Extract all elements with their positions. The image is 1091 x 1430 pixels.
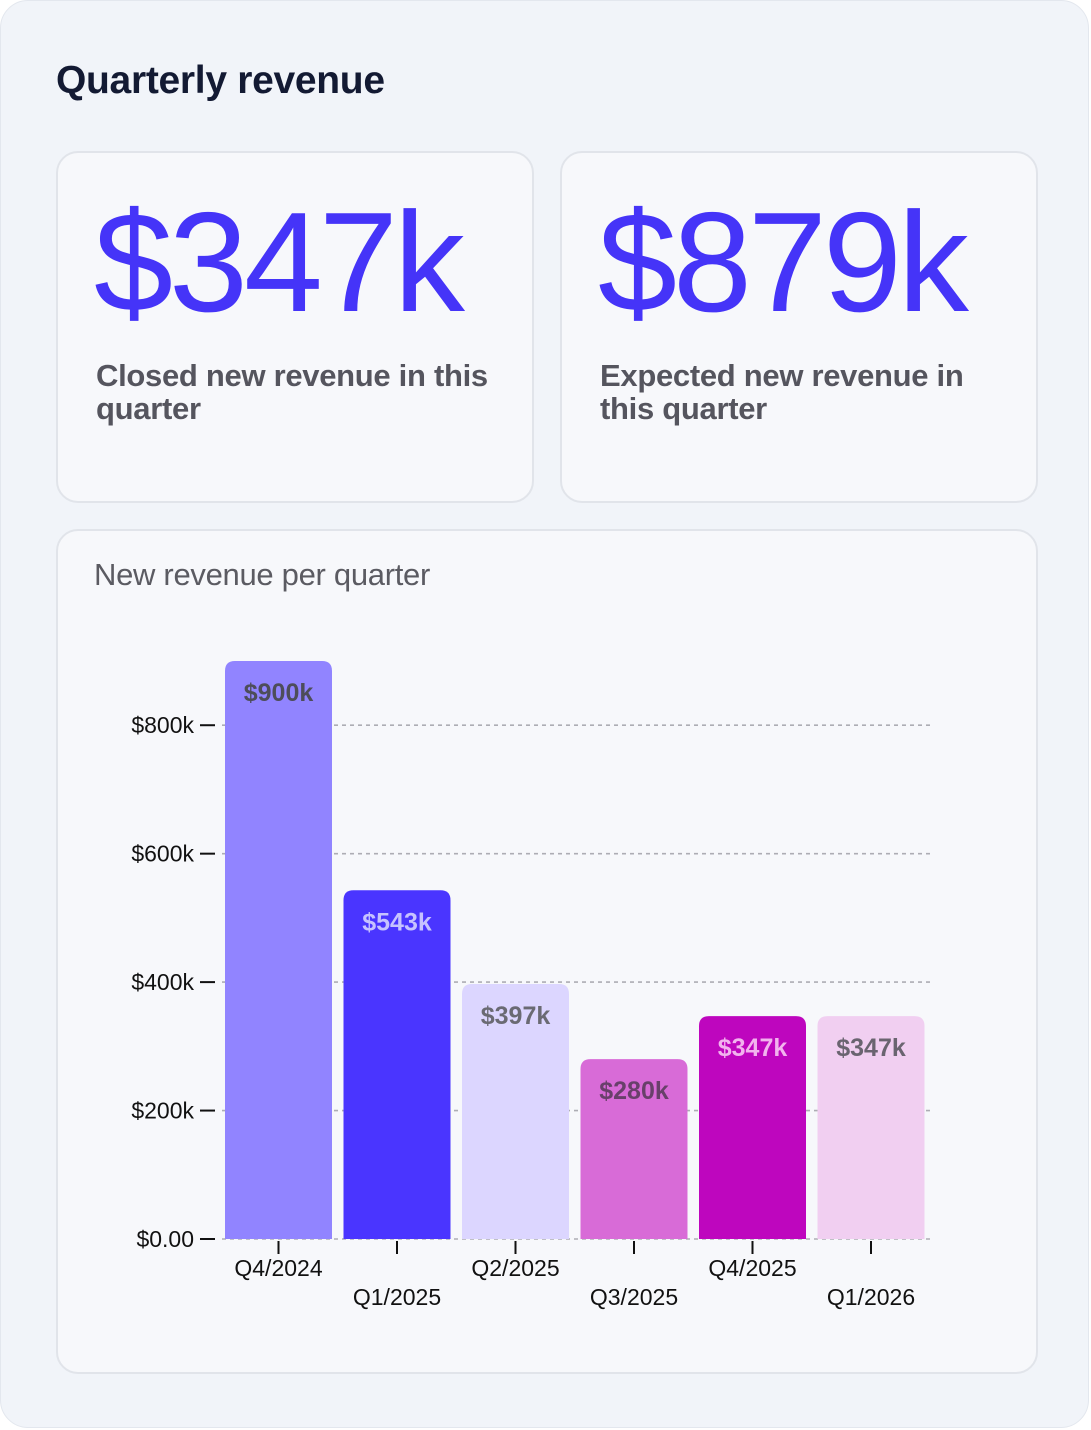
- bar-data-label: $397k: [481, 1002, 551, 1030]
- x-axis: Q4/2024 Q1/2025 Q2/2025 Q3/2025 Q4/2025 Q1/20…: [234, 1241, 915, 1310]
- x-tick-label: Q4/2024: [234, 1255, 322, 1281]
- bar: [462, 984, 569, 1239]
- y-tick-label: $600k: [131, 841, 194, 867]
- x-tick-label: Q4/2025: [708, 1255, 796, 1281]
- y-tick-label: $400k: [131, 969, 194, 995]
- bar-data-label: $543k: [362, 908, 432, 936]
- x-tick-label: Q1/2026: [827, 1284, 915, 1310]
- bar: [225, 661, 332, 1239]
- kpi-card-closed: $347k Closed new revenue in this quarter: [56, 151, 534, 503]
- chart-title: New revenue per quarter: [94, 557, 431, 592]
- data-labels: $900k $543k $397k $280k $347k $347k: [244, 679, 906, 1105]
- x-tick-label: Q1/2025: [353, 1284, 441, 1310]
- grid-lines: [222, 724, 933, 1240]
- chart-card: New revenue per quarter $0.00 $200k $400k $…: [56, 529, 1038, 1374]
- revenue-bar-chart: $0.00 $200k $400k $600k $800k $900k $543k $397k…: [131, 661, 933, 1310]
- kpi-expected-value: $879k: [598, 183, 969, 342]
- bar: [699, 1016, 806, 1239]
- kpi-card-expected: $879k Expected new revenue in this quart…: [560, 151, 1038, 503]
- bar: [580, 1059, 688, 1239]
- bar-data-label: $900k: [244, 679, 314, 707]
- bars: [225, 661, 925, 1239]
- y-tick-label: $0.00: [136, 1226, 194, 1252]
- x-tick-label: Q3/2025: [590, 1284, 678, 1310]
- x-tick-label: Q2/2025: [471, 1255, 559, 1281]
- y-tick-label: $800k: [131, 712, 194, 738]
- bar: [817, 1016, 925, 1239]
- kpi-closed-value: $347k: [94, 183, 465, 342]
- kpi-expected-label: Expected new revenue in this quarter: [600, 358, 964, 426]
- kpi-closed-label: Closed new revenue in this quarter: [96, 358, 488, 426]
- bar-data-label: $347k: [718, 1034, 788, 1062]
- y-axis: $0.00 $200k $400k $600k $800k: [131, 712, 215, 1252]
- page-title: Quarterly revenue: [56, 59, 385, 102]
- bar: [343, 890, 451, 1239]
- y-tick-label: $200k: [131, 1098, 194, 1124]
- bar-data-label: $280k: [599, 1077, 669, 1105]
- bar-data-label: $347k: [836, 1034, 906, 1062]
